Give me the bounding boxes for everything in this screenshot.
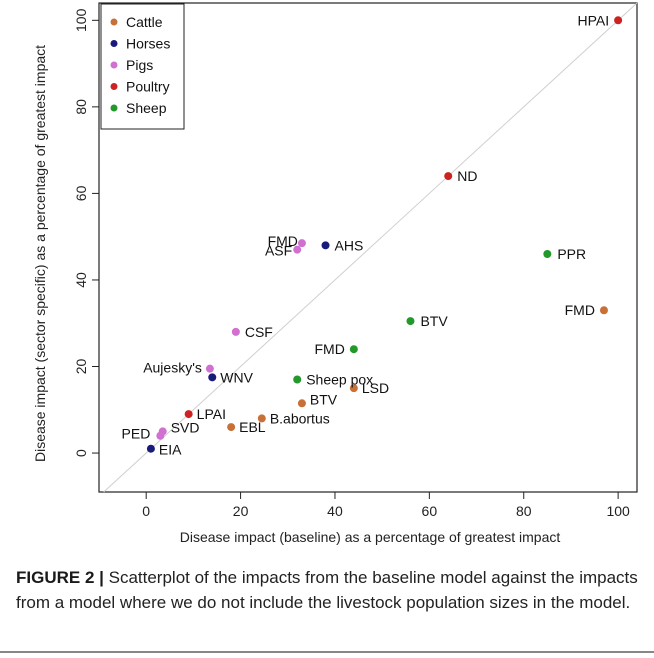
- figure-caption: FIGURE 2 | Scatterplot of the impacts fr…: [16, 565, 640, 615]
- point-sheep: [349, 345, 358, 354]
- y-axis-title: Disease impact (sector specific) as a pe…: [32, 45, 48, 462]
- point-pigs: [231, 327, 240, 336]
- point-label-cattle: BTV: [310, 391, 338, 407]
- legend-marker: [110, 104, 118, 112]
- point-poultry: [184, 410, 193, 419]
- x-tick-label: 80: [516, 503, 532, 519]
- legend-label: Pigs: [126, 57, 153, 73]
- point-label-sheep: FMD: [315, 341, 345, 357]
- x-tick-label: 20: [233, 503, 249, 519]
- legend-marker: [110, 61, 118, 69]
- caption-label: FIGURE 2 |: [16, 568, 104, 587]
- point-label-sheep: Sheep pox: [306, 371, 373, 387]
- point-cattle: [349, 384, 358, 393]
- point-pigs: [297, 239, 306, 248]
- point-cattle: [599, 306, 608, 315]
- point-horses: [321, 241, 330, 250]
- point-label-horses: WNV: [220, 369, 253, 385]
- point-label-poultry: HPAI: [577, 12, 609, 28]
- x-tick-label: 40: [327, 503, 343, 519]
- point-sheep: [406, 317, 415, 326]
- point-label-horses: AHS: [335, 237, 364, 253]
- y-tick-label: 80: [73, 99, 89, 115]
- point-label-cattle: B.abortus: [270, 410, 330, 426]
- point-label-pigs: Aujesky's: [143, 360, 202, 376]
- bottom-divider: [0, 651, 654, 653]
- y-tick-label: 20: [73, 359, 89, 375]
- point-horses: [208, 373, 217, 382]
- point-label-pigs: PED: [122, 426, 151, 442]
- legend-marker: [110, 83, 118, 90]
- legend-label: Horses: [126, 36, 170, 52]
- point-label-cattle: LSD: [362, 380, 389, 396]
- point-label-pigs: CSF: [245, 324, 273, 340]
- point-label-sheep: PPR: [557, 246, 586, 262]
- point-pigs: [293, 245, 302, 254]
- point-label-poultry: ND: [457, 168, 477, 184]
- point-label-sheep: BTV: [420, 313, 448, 329]
- point-cattle: [227, 423, 236, 432]
- point-pigs: [205, 364, 214, 373]
- point-sheep: [293, 375, 302, 384]
- point-label-horses: EIA: [159, 442, 182, 458]
- y-tick-label: 60: [73, 185, 89, 201]
- legend-label: Poultry: [126, 79, 170, 95]
- point-label-cattle: FMD: [565, 302, 595, 318]
- point-poultry: [614, 16, 623, 25]
- point-label-pigs: ASF: [265, 243, 292, 259]
- x-tick-label: 60: [422, 503, 438, 519]
- legend-label: Cattle: [126, 14, 163, 30]
- point-label-poultry: LPAI: [197, 406, 226, 422]
- point-poultry: [444, 172, 453, 181]
- diagonal-reference-line: [103, 2, 638, 493]
- y-tick-label: 100: [73, 8, 89, 32]
- y-tick-label: 40: [73, 272, 89, 288]
- legend-marker: [110, 18, 118, 26]
- point-sheep: [543, 249, 552, 258]
- point-label-pigs: SVD: [171, 419, 200, 435]
- x-axis-title: Disease impact (baseline) as a percentag…: [180, 529, 561, 545]
- scatter-chart: 0 20 40 60 80 100 0 20 40 60 80 100 Disease impact (…: [32, 2, 638, 545]
- point-cattle: [257, 414, 266, 423]
- x-tick-label: 0: [142, 503, 150, 519]
- x-tick-label: 100: [606, 503, 630, 519]
- point-pigs: [156, 431, 165, 440]
- legend-label: Sheep: [126, 100, 167, 116]
- point-cattle: [297, 399, 306, 408]
- point-label-pigs: FMD: [268, 233, 298, 249]
- plot-frame: [98, 2, 638, 493]
- legend-marker: [110, 40, 118, 47]
- caption-text: Scatterplot of the impacts from the base…: [16, 568, 638, 612]
- y-tick-label: 0: [73, 449, 89, 457]
- point-horses: [146, 444, 155, 453]
- point-label-cattle: EBL: [239, 419, 266, 435]
